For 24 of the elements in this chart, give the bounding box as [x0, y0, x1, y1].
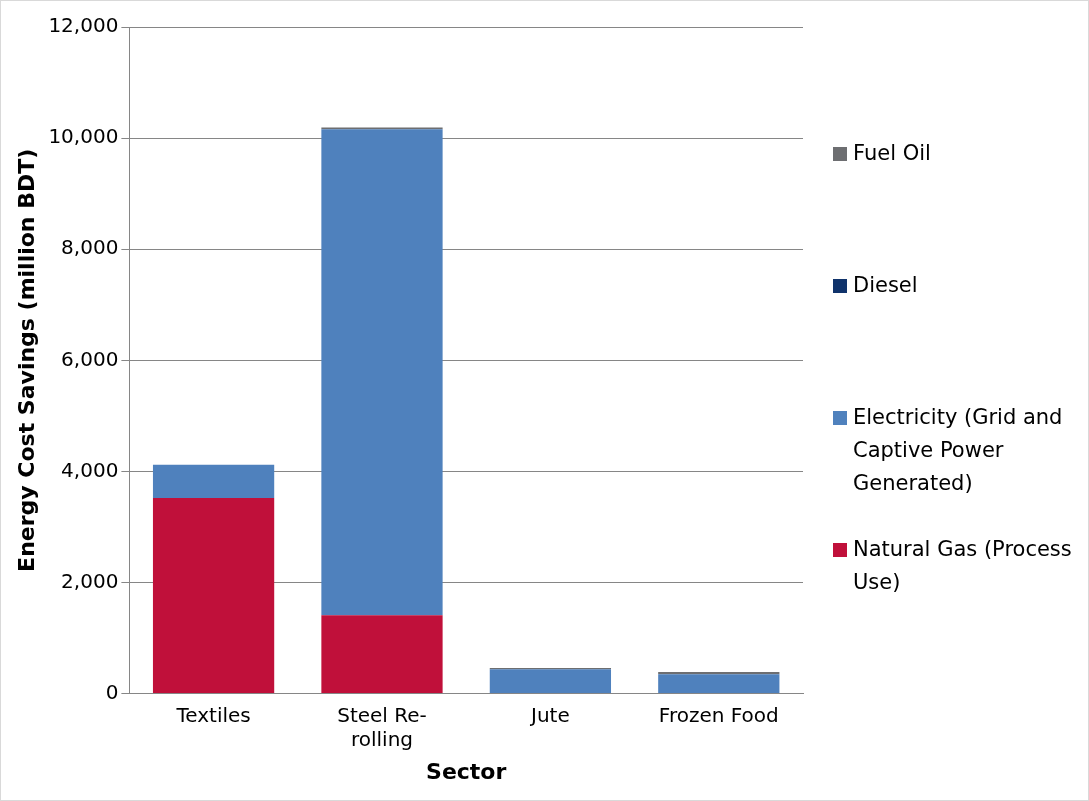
bar [321, 615, 443, 694]
y-tick-label: 0 [105, 679, 119, 704]
x-tick-label: Frozen Food [658, 702, 779, 727]
y-tick-label: 8,000 [61, 235, 119, 260]
bar [152, 464, 275, 499]
y-tick-label: 10,000 [48, 124, 119, 149]
bar [321, 129, 443, 616]
legend-label: Diesel [853, 272, 919, 299]
bar [489, 669, 612, 694]
legend-label: Fuel Oil [853, 140, 932, 167]
x-axis-title: Sector [426, 758, 507, 784]
x-tick-label: Textiles [175, 702, 251, 727]
x-tick-label: Steel Re-rolling [337, 702, 427, 751]
y-tick-label: 12,000 [48, 13, 119, 38]
y-tick-label: 6,000 [61, 346, 119, 371]
bar [152, 498, 275, 694]
legend-label: Natural Gas (Process Use) [853, 536, 1073, 596]
y-axis-title: Energy Cost Savings (million BDT) [13, 148, 39, 572]
y-tick-label: 2,000 [61, 568, 119, 593]
legend-label: Electricity (Grid and Captive Power Generated) [853, 404, 1064, 497]
x-tick-label: Jute [529, 702, 570, 727]
bar [658, 674, 780, 694]
bar [658, 671, 780, 675]
y-tick-label: 4,000 [61, 457, 119, 482]
